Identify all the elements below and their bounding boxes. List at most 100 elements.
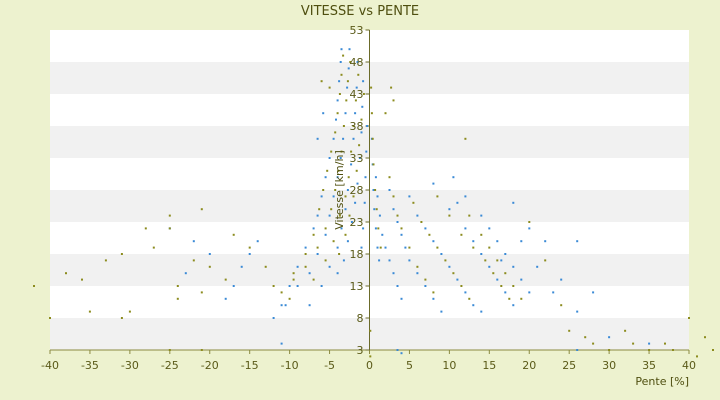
data-point (500, 259, 503, 262)
data-point (345, 99, 348, 102)
data-point (428, 233, 431, 236)
data-point (448, 214, 451, 217)
data-point (339, 61, 342, 63)
data-point (472, 246, 475, 249)
data-point (256, 240, 259, 243)
data-point (280, 291, 283, 294)
data-point (528, 291, 531, 294)
data-point (520, 278, 523, 281)
data-point (338, 80, 341, 83)
data-point (400, 297, 403, 300)
data-point (288, 285, 291, 287)
data-point (384, 112, 387, 115)
data-point (520, 240, 523, 243)
data-point (65, 272, 67, 275)
data-point (360, 118, 363, 121)
data-point (528, 221, 531, 223)
data-point (378, 214, 381, 217)
data-point (328, 86, 331, 89)
data-point (464, 137, 467, 140)
data-point (472, 240, 475, 243)
data-point (128, 310, 131, 313)
data-point (356, 182, 359, 185)
data-point (379, 246, 382, 249)
data-point (280, 304, 283, 307)
data-point (304, 265, 307, 268)
x-tick-label: -20 (201, 359, 219, 372)
x-tick-label: -5 (324, 359, 335, 372)
data-point (320, 285, 323, 287)
data-point (576, 349, 579, 351)
data-point (528, 227, 531, 230)
data-point (232, 285, 235, 287)
data-point (424, 278, 427, 281)
data-point (504, 253, 507, 255)
y-tick-label: 38 (350, 120, 364, 133)
data-point (536, 265, 539, 268)
data-point (33, 285, 35, 287)
x-tick-label: 5 (406, 359, 413, 372)
data-point (488, 246, 491, 249)
data-point (396, 349, 399, 351)
data-point (381, 233, 384, 236)
data-point (376, 195, 379, 198)
data-point (508, 297, 511, 300)
y-tick-label: 18 (350, 248, 364, 261)
data-point (392, 195, 395, 198)
data-point (388, 189, 391, 191)
data-point (632, 342, 635, 345)
y-tick-label: 43 (350, 88, 364, 101)
data-point (404, 246, 407, 249)
data-point (328, 214, 331, 217)
data-point (350, 150, 353, 153)
data-point (560, 278, 563, 281)
data-point (324, 176, 327, 179)
data-point (312, 278, 315, 281)
data-point (370, 86, 373, 89)
data-point (336, 246, 339, 249)
data-point (318, 208, 321, 211)
x-tick-label: -25 (161, 359, 179, 372)
data-point (432, 182, 435, 185)
data-point (363, 201, 366, 204)
data-point (408, 259, 411, 262)
data-point (232, 233, 235, 236)
data-point (280, 342, 283, 345)
data-point (420, 221, 423, 223)
data-point (339, 157, 342, 159)
data-points (33, 48, 714, 358)
data-point (354, 99, 357, 102)
data-point (492, 272, 495, 275)
data-point (488, 265, 491, 268)
data-point (440, 253, 443, 255)
x-tick-label: -15 (241, 359, 259, 372)
data-point (484, 259, 487, 262)
data-point (704, 336, 706, 339)
data-point (338, 93, 341, 95)
data-point (378, 259, 381, 262)
data-point (664, 342, 666, 345)
data-point (576, 310, 579, 313)
data-point (412, 201, 415, 204)
data-point (349, 61, 352, 63)
data-point (248, 246, 251, 249)
data-point (460, 285, 463, 287)
data-point (544, 240, 547, 243)
data-point (376, 246, 379, 249)
data-point (328, 265, 331, 268)
data-point (168, 227, 171, 230)
data-point (468, 297, 471, 300)
data-point (340, 227, 343, 230)
y-tick-label: 23 (350, 216, 364, 229)
data-point (504, 272, 507, 275)
data-point (464, 195, 467, 198)
data-point (365, 150, 368, 153)
data-point (328, 157, 331, 159)
data-point (296, 285, 299, 287)
data-point (208, 253, 211, 255)
data-point (416, 214, 419, 217)
data-point (335, 118, 337, 121)
data-point (272, 285, 275, 287)
data-point (436, 195, 439, 198)
